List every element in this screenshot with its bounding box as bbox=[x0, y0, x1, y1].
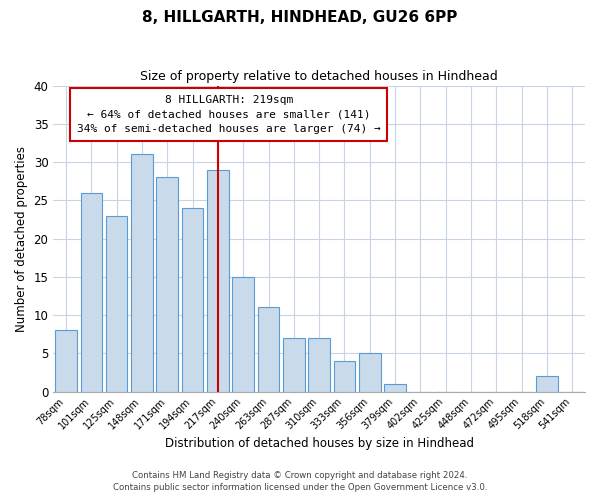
Bar bbox=[258, 308, 279, 392]
Text: 8, HILLGARTH, HINDHEAD, GU26 6PP: 8, HILLGARTH, HINDHEAD, GU26 6PP bbox=[142, 10, 458, 25]
Bar bbox=[536, 376, 558, 392]
Title: Size of property relative to detached houses in Hindhead: Size of property relative to detached ho… bbox=[140, 70, 498, 83]
Bar bbox=[334, 361, 355, 392]
Bar bbox=[232, 277, 254, 392]
Y-axis label: Number of detached properties: Number of detached properties bbox=[15, 146, 28, 332]
X-axis label: Distribution of detached houses by size in Hindhead: Distribution of detached houses by size … bbox=[164, 437, 473, 450]
Bar bbox=[106, 216, 127, 392]
Bar bbox=[157, 178, 178, 392]
Bar bbox=[55, 330, 77, 392]
Bar bbox=[385, 384, 406, 392]
Bar bbox=[80, 192, 102, 392]
Bar bbox=[283, 338, 305, 392]
Bar bbox=[308, 338, 330, 392]
Bar bbox=[182, 208, 203, 392]
Bar bbox=[359, 354, 380, 392]
Text: 8 HILLGARTH: 219sqm
← 64% of detached houses are smaller (141)
34% of semi-detac: 8 HILLGARTH: 219sqm ← 64% of detached ho… bbox=[77, 94, 380, 134]
Bar bbox=[131, 154, 152, 392]
Bar bbox=[207, 170, 229, 392]
Text: Contains HM Land Registry data © Crown copyright and database right 2024.
Contai: Contains HM Land Registry data © Crown c… bbox=[113, 471, 487, 492]
